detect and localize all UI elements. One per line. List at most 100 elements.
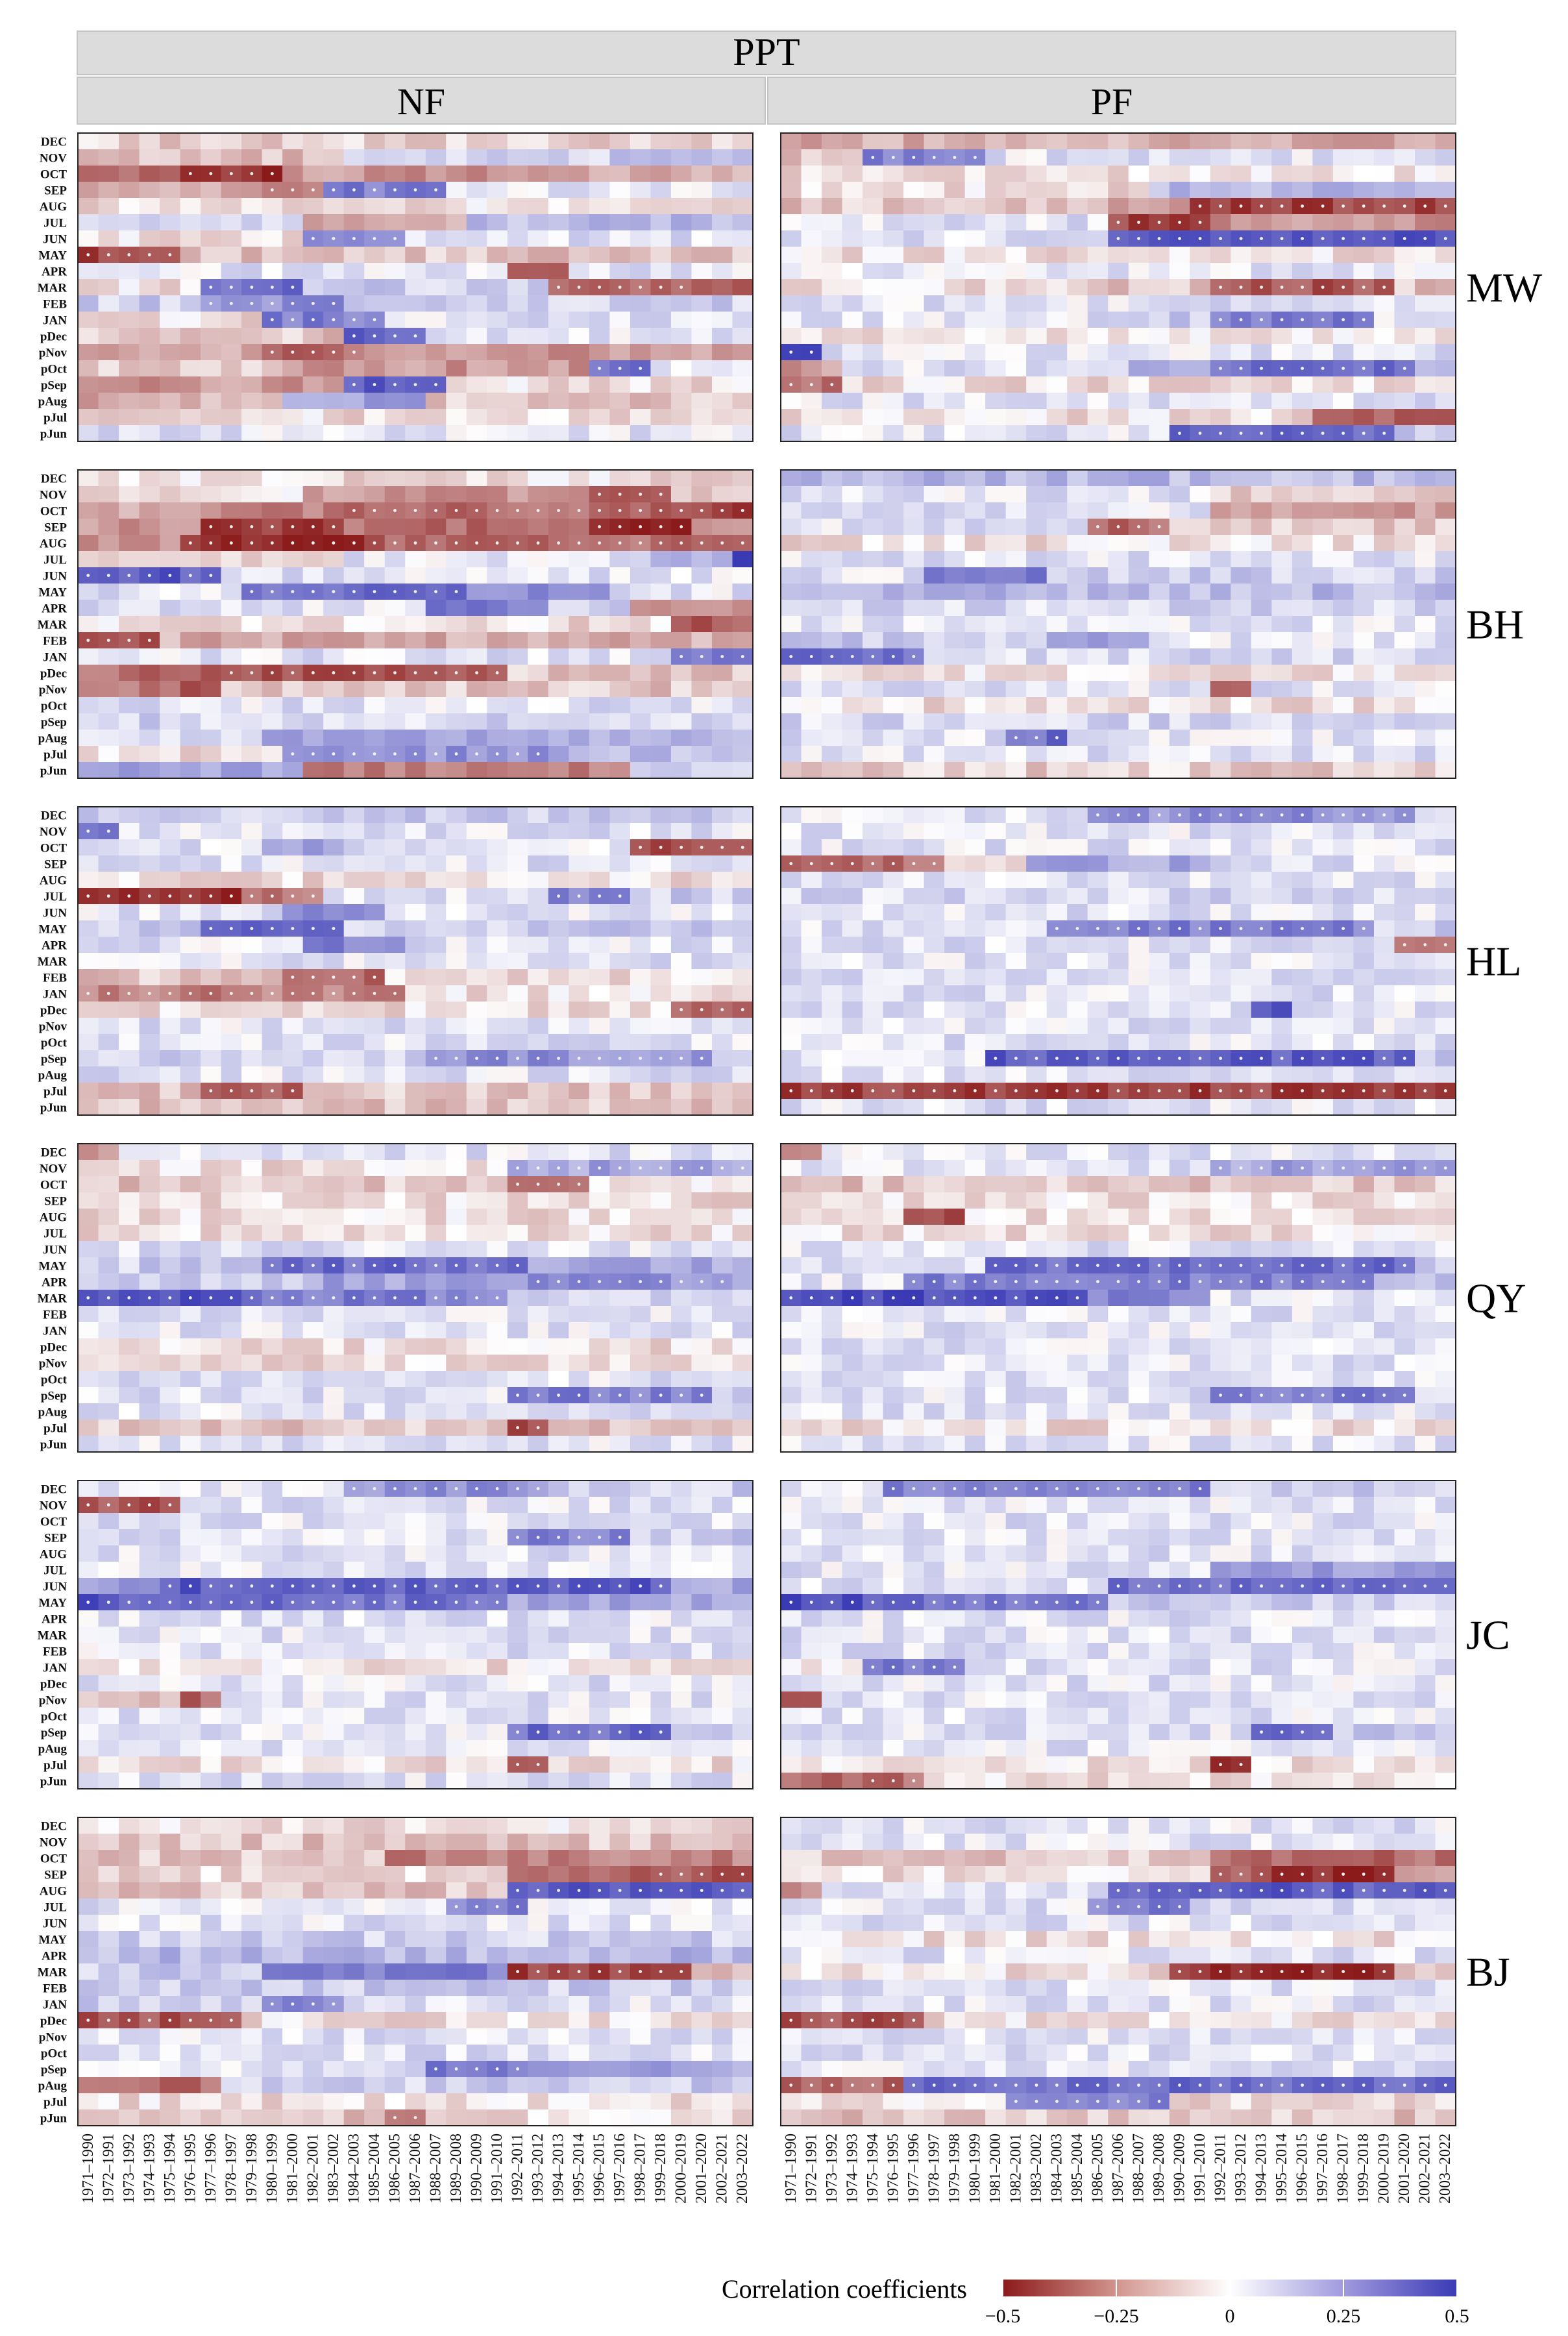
heat-cell	[1149, 312, 1170, 328]
heat-cell	[944, 551, 966, 568]
heat-cell	[425, 600, 447, 617]
heat-cell	[711, 409, 733, 426]
heat-cell	[944, 133, 966, 150]
heat-cell	[964, 1066, 986, 1083]
heat-cell	[964, 247, 986, 264]
significance-dot	[1341, 1057, 1345, 1060]
heat-cell	[1149, 1018, 1170, 1035]
heat-cell	[78, 937, 99, 953]
heat-cell	[883, 214, 904, 231]
heat-cell	[78, 1436, 99, 1453]
heat-cell	[201, 263, 222, 280]
heat-cell	[670, 1083, 692, 1100]
heat-cell	[160, 1066, 181, 1083]
heat-cell	[1271, 393, 1293, 410]
heat-cell	[863, 839, 884, 856]
significance-dot	[557, 894, 561, 898]
heat-cell	[589, 1209, 610, 1225]
heat-cell	[569, 360, 590, 377]
heat-cell	[589, 1241, 610, 1258]
heat-cell	[1414, 263, 1436, 280]
heat-cell	[1292, 247, 1313, 264]
heat-cell	[1210, 1034, 1231, 1051]
significance-dot	[1341, 318, 1345, 321]
heat-cell	[262, 648, 283, 665]
significance-dot	[871, 156, 875, 159]
heat-cell	[964, 551, 986, 568]
heat-cell	[650, 1338, 672, 1355]
heat-cell	[1353, 937, 1375, 953]
heat-cell	[282, 855, 304, 872]
heat-cell	[650, 937, 672, 953]
heat-cell	[883, 807, 904, 824]
heat-cell	[282, 807, 304, 824]
heat-cell	[650, 567, 672, 584]
significance-dot	[659, 509, 663, 512]
heat-cell	[323, 502, 345, 519]
significance-dot	[1096, 1057, 1099, 1060]
heat-cell	[487, 1306, 508, 1323]
heat-cell	[1046, 295, 1068, 312]
heat-cell	[691, 486, 713, 503]
heat-cell	[98, 535, 119, 552]
heat-cell	[1005, 166, 1027, 182]
heat-cell	[507, 1371, 528, 1388]
heat-cell	[1373, 985, 1395, 1002]
heat-cell	[1414, 149, 1436, 166]
heat-cell	[343, 1050, 365, 1067]
heat-cell	[528, 713, 549, 730]
heat-cell	[589, 551, 610, 568]
heat-cell	[964, 872, 986, 889]
heat-cell	[1067, 665, 1088, 682]
heat-cell	[1026, 214, 1047, 231]
heat-cell	[944, 746, 966, 763]
heat-cell	[609, 1257, 631, 1274]
heat-cell	[964, 807, 986, 824]
heat-cell	[384, 920, 406, 937]
heat-cell	[691, 1338, 713, 1355]
heat-cell	[119, 502, 140, 519]
heat-cell	[863, 551, 884, 568]
heat-cell	[863, 409, 884, 426]
heat-cell	[670, 198, 692, 215]
heat-cell	[119, 746, 140, 763]
heat-cell	[384, 393, 406, 410]
heat-cell	[883, 328, 904, 345]
heat-cell	[548, 600, 569, 617]
heat-cell	[139, 1034, 160, 1051]
heat-cell	[1108, 328, 1129, 345]
heat-cell	[1128, 600, 1149, 617]
heat-cell	[139, 746, 160, 763]
heat-cell	[924, 1050, 945, 1067]
heat-cell	[822, 1144, 843, 1161]
heat-cell	[364, 1034, 386, 1051]
heat-cell	[822, 807, 843, 824]
heat-cell	[1128, 681, 1149, 698]
heat-cell	[78, 182, 99, 199]
heat-cell	[711, 665, 733, 682]
heat-cell	[446, 1371, 467, 1388]
heat-cell	[425, 888, 447, 905]
heat-cell	[1149, 746, 1170, 763]
heat-cell	[1251, 409, 1272, 426]
heat-cell	[1128, 953, 1149, 970]
significance-dot	[1321, 204, 1325, 208]
heat-cell	[528, 632, 549, 649]
heat-cell	[119, 214, 140, 231]
heat-cell	[670, 807, 692, 824]
heat-cell	[528, 376, 549, 393]
heat-cell	[1251, 519, 1272, 535]
heat-cell	[507, 1436, 528, 1453]
heat-cell	[302, 247, 324, 264]
heat-cell	[466, 713, 487, 730]
significance-dot	[1362, 813, 1366, 817]
row-label: NOV	[40, 152, 67, 166]
heat-cell	[732, 616, 753, 633]
heat-cell	[822, 214, 843, 231]
heat-cell	[609, 969, 631, 986]
heat-cell	[670, 393, 692, 410]
heat-cell	[985, 904, 1007, 921]
heat-cell	[1087, 953, 1109, 970]
heat-cell	[711, 360, 733, 377]
heat-cell	[446, 1034, 467, 1051]
